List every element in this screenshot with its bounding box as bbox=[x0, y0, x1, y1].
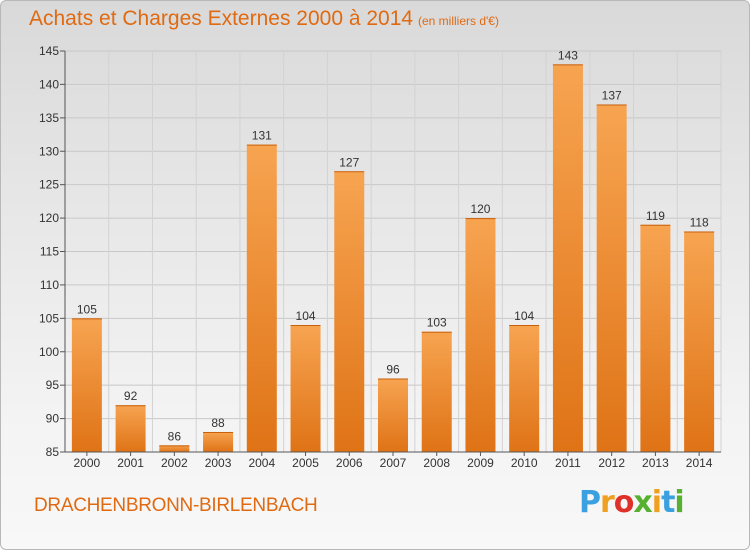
bar-2009 bbox=[465, 218, 496, 452]
bar-2011 bbox=[552, 64, 583, 452]
x-tick-label-2007: 2007 bbox=[380, 456, 407, 470]
logo-letter: i bbox=[651, 485, 662, 520]
commune-name: DRACHENBRONN-BIRLENBACH bbox=[34, 495, 318, 516]
data-label-2010: 104 bbox=[514, 309, 534, 323]
bar-2000 bbox=[71, 318, 102, 452]
x-tick-label-2000: 2000 bbox=[74, 456, 101, 470]
y-tick-label: 140 bbox=[39, 77, 59, 91]
y-tick-label: 90 bbox=[46, 412, 60, 426]
bar-2002 bbox=[159, 445, 190, 452]
bar-2014 bbox=[684, 231, 715, 452]
logo-letter: t bbox=[661, 485, 675, 520]
data-label-2001: 92 bbox=[124, 389, 138, 403]
logo-letter: x bbox=[633, 485, 652, 520]
data-label-2005: 104 bbox=[296, 309, 316, 323]
bars: 105 92 86 88 131 104 127 96 103 120 104 143 137 119 11… bbox=[71, 48, 715, 453]
x-tick-label-2009: 2009 bbox=[467, 456, 494, 470]
bar-2007 bbox=[378, 378, 408, 452]
y-tick-label: 100 bbox=[39, 345, 59, 359]
x-tick-label-2006: 2006 bbox=[336, 456, 363, 470]
y-tick-label: 125 bbox=[39, 178, 59, 192]
x-tick-label-2014: 2014 bbox=[686, 456, 713, 470]
data-label-2013: 119 bbox=[646, 209, 665, 223]
bar-2008 bbox=[421, 331, 452, 452]
bar-2006 bbox=[334, 171, 365, 453]
y-tick-label: 145 bbox=[39, 44, 59, 58]
data-label-2000: 105 bbox=[77, 302, 97, 316]
data-label-2006: 127 bbox=[339, 155, 359, 169]
data-label-2012: 137 bbox=[602, 88, 622, 102]
logo-letter: r bbox=[600, 485, 615, 520]
y-tick-label: 110 bbox=[40, 278, 59, 292]
data-label-2008: 103 bbox=[427, 316, 447, 330]
logo-letter: i bbox=[674, 485, 684, 520]
chart-title: Achats et Charges Externes 2000 à 2014 bbox=[29, 7, 414, 30]
y-tick-label: 120 bbox=[39, 211, 59, 225]
x-tick-label-2011: 2011 bbox=[555, 456, 581, 470]
data-label-2002: 86 bbox=[168, 429, 182, 443]
x-tick-label-2012: 2012 bbox=[598, 456, 625, 470]
data-label-2003: 88 bbox=[211, 416, 225, 430]
y-tick-label: 135 bbox=[39, 111, 59, 125]
y-tick-label: 105 bbox=[39, 311, 59, 325]
bar-2004 bbox=[246, 144, 277, 453]
data-label-2007: 96 bbox=[386, 362, 400, 376]
data-label-2014: 118 bbox=[690, 215, 709, 229]
bar-2010 bbox=[509, 325, 540, 452]
data-label-2009: 120 bbox=[470, 202, 490, 216]
bar-2003 bbox=[203, 431, 234, 452]
x-tick-label-2008: 2008 bbox=[423, 456, 450, 470]
x-tick-label-2002: 2002 bbox=[161, 456, 188, 470]
data-label-2011: 143 bbox=[558, 48, 578, 62]
logo-letter: o bbox=[613, 485, 635, 520]
bar-2013 bbox=[640, 224, 671, 452]
x-tick-label-2013: 2013 bbox=[642, 456, 669, 470]
bar-2012 bbox=[596, 104, 627, 452]
x-tick-label-2001: 2001 bbox=[117, 456, 144, 470]
x-tick-label-2004: 2004 bbox=[248, 456, 275, 470]
y-tick-label: 85 bbox=[46, 445, 60, 459]
x-tick-label-2005: 2005 bbox=[292, 456, 319, 470]
logo-letter: P bbox=[579, 485, 601, 520]
y-tick-label: 95 bbox=[46, 378, 60, 392]
bar-2001 bbox=[115, 405, 146, 452]
x-tick-label-2003: 2003 bbox=[205, 456, 232, 470]
y-tick-label: 115 bbox=[40, 245, 59, 259]
axes: 85 90 95 100 105 110 115 120 125 130 135 140 145 2000… bbox=[39, 44, 721, 470]
chart-unit: (en milliers d'€) bbox=[418, 14, 499, 28]
y-tick-label: 130 bbox=[39, 144, 59, 158]
proxiti-logo: Proxiti bbox=[579, 485, 685, 520]
x-tick-label-2010: 2010 bbox=[511, 456, 538, 470]
bar-2005 bbox=[290, 325, 321, 452]
data-label-2004: 131 bbox=[252, 129, 272, 143]
